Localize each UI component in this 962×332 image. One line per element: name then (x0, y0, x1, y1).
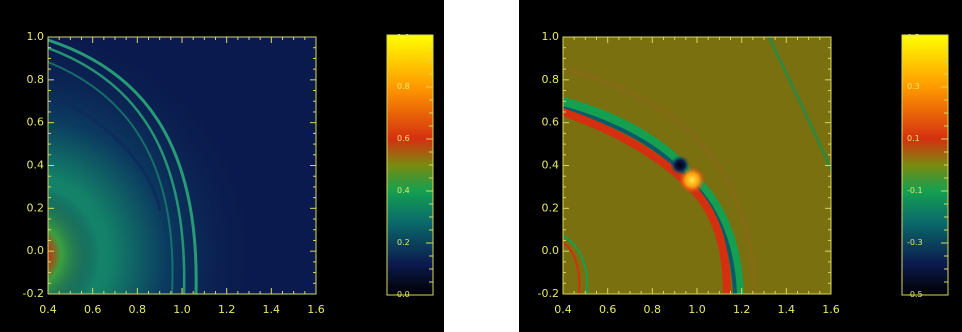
left-wavefront-arc (48, 46, 186, 294)
right-axis-ticks (562, 36, 832, 295)
left-wavefront-arc (59, 98, 162, 211)
y-tick-label: 0.6 (542, 116, 560, 129)
right-colorbar-ticks (941, 34, 948, 296)
colorbar-label: -0.1 (907, 186, 923, 195)
x-tick-label: 0.8 (129, 303, 147, 316)
x-tick-label: 1.2 (733, 303, 751, 316)
right-heatmap-svg: 0.4 0.6 0.8 1.0 1.2 1.4 1.6 -0.2 0.0 0.2… (538, 30, 949, 316)
x-tick-label: 0.8 (644, 303, 662, 316)
y-tick-label: 1.0 (27, 30, 45, 43)
colorbar-label: 0.8 (397, 82, 410, 91)
colorbar-label: 0.2 (397, 238, 410, 247)
right-heatmap-panel: 0.4 0.6 0.8 1.0 1.2 1.4 1.6 -0.2 0.0 0.2… (519, 0, 962, 332)
y-tick-label: 0.0 (542, 244, 560, 257)
right-heatmap-background (563, 37, 831, 294)
colorbar-label: 0.4 (397, 186, 410, 195)
left-heatmap-field (48, 37, 316, 294)
colorbar-label: 0.6 (397, 134, 410, 143)
y-tick-label: 0.2 (27, 201, 45, 214)
y-tick-label: 0.0 (27, 244, 45, 257)
colorbar-label: -0.3 (907, 238, 923, 247)
colorbar-label: 1.0 (397, 33, 410, 42)
left-wavefront-arc (48, 61, 174, 294)
left-x-tick-labels: 0.4 0.6 0.8 1.0 1.2 1.4 1.6 (39, 303, 325, 316)
x-tick-label: 0.6 (84, 303, 102, 316)
right-faint-arc (767, 37, 831, 171)
right-cold-spot (670, 155, 690, 175)
y-tick-label: -0.2 (538, 287, 559, 300)
left-heatmap-panel: 0.4 0.6 0.8 1.0 1.2 1.4 1.6 -0.2 0.0 0.2… (0, 0, 444, 332)
x-tick-label: 1.4 (263, 303, 281, 316)
colorbar-label: -0.5 (907, 290, 923, 299)
colorbar-label: 0.5 (907, 33, 920, 42)
y-tick-label: -0.2 (23, 287, 44, 300)
x-tick-label: 0.4 (39, 303, 57, 316)
y-tick-label: 0.6 (27, 116, 45, 129)
x-tick-label: 1.4 (778, 303, 796, 316)
left-axis-ticks (47, 36, 317, 295)
right-inner-arc (563, 235, 589, 294)
right-inner-arc (563, 242, 581, 294)
x-tick-label: 0.4 (554, 303, 572, 316)
left-colorbar (387, 35, 433, 295)
x-tick-label: 1.0 (173, 303, 191, 316)
right-colorbar (902, 35, 948, 295)
y-tick-label: 0.8 (542, 73, 560, 86)
colorbar-label: 0.0 (397, 290, 410, 299)
x-tick-label: 1.2 (218, 303, 236, 316)
right-y-tick-labels: -0.2 0.0 0.2 0.4 0.6 0.8 1.0 (538, 30, 559, 300)
y-tick-label: 1.0 (542, 30, 560, 43)
y-tick-label: 0.2 (542, 201, 560, 214)
right-x-tick-labels: 0.4 0.6 0.8 1.0 1.2 1.4 1.6 (554, 303, 840, 316)
colorbar-label: 0.1 (907, 134, 920, 143)
x-tick-label: 1.6 (822, 303, 840, 316)
y-tick-label: 0.4 (27, 159, 45, 172)
colorbar-label: 0.3 (907, 82, 920, 91)
x-tick-label: 1.0 (688, 303, 706, 316)
left-heatmap-svg: 0.4 0.6 0.8 1.0 1.2 1.4 1.6 -0.2 0.0 0.2… (23, 30, 434, 316)
right-colorbar-labels: -0.5 -0.3 -0.1 0.1 0.3 0.5 (907, 33, 923, 299)
x-tick-label: 1.6 (307, 303, 325, 316)
left-colorbar-labels: 0.0 0.2 0.4 0.6 0.8 1.0 (397, 33, 410, 299)
y-tick-label: 0.4 (542, 159, 560, 172)
left-colorbar-ticks (426, 34, 433, 296)
right-heatmap-field (563, 37, 831, 294)
y-tick-label: 0.8 (27, 73, 45, 86)
x-tick-label: 0.6 (599, 303, 617, 316)
left-wavefront-arc (48, 38, 198, 294)
left-y-tick-labels: -0.2 0.0 0.2 0.4 0.6 0.8 1.0 (23, 30, 44, 300)
